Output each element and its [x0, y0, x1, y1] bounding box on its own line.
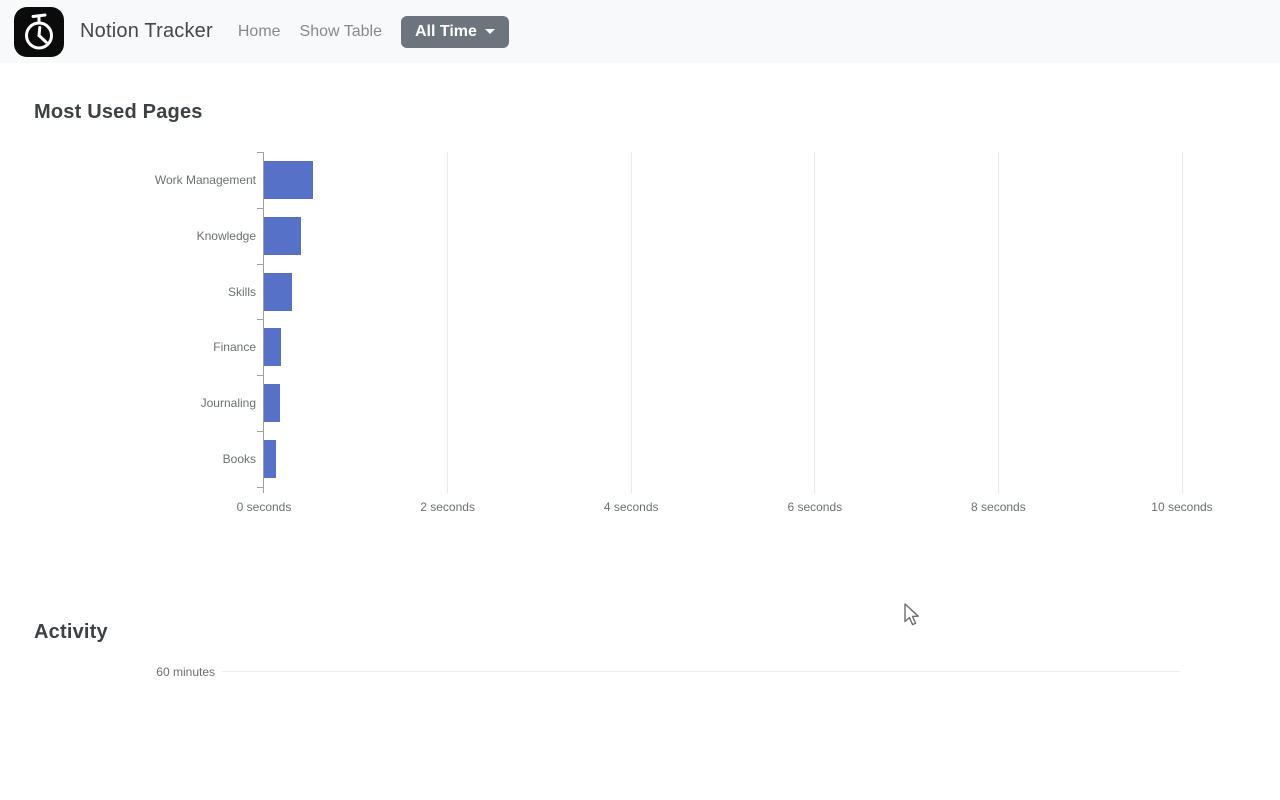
- activity-title: Activity: [34, 621, 108, 643]
- category-label: Finance: [213, 340, 256, 355]
- x-tick-label: 2 seconds: [420, 500, 475, 514]
- bar[interactable]: [264, 160, 313, 199]
- y-axis-tick: [257, 207, 263, 209]
- x-gridline: [1181, 152, 1183, 493]
- bar[interactable]: [264, 439, 276, 478]
- category-label: Books: [222, 451, 256, 466]
- y-axis-tick: [257, 319, 263, 321]
- y-axis-tick: [257, 431, 263, 432]
- x-tick-label: 8 seconds: [971, 500, 1026, 514]
- y-axis-tick: [257, 375, 263, 377]
- bar[interactable]: [264, 384, 280, 423]
- brand-title: Notion Tracker: [80, 20, 213, 42]
- activity-y-tick-label: 60 minutes: [156, 665, 215, 679]
- most-used-pages-title: Most Used Pages: [34, 101, 203, 123]
- category-label: Work Management: [154, 172, 256, 187]
- nav-link-home[interactable]: Home: [237, 22, 281, 40]
- nav-link-show-table[interactable]: Show Table: [299, 22, 382, 40]
- x-gridline: [814, 152, 816, 493]
- bar[interactable]: [264, 272, 293, 311]
- top-navbar: Notion Tracker Home Show Table All Time: [0, 0, 1280, 63]
- chevron-down-icon: [484, 29, 495, 34]
- x-gridline: [630, 152, 632, 493]
- x-tick-label: 6 seconds: [787, 500, 843, 514]
- brand-link[interactable]: Notion Tracker: [14, 6, 213, 57]
- category-label: Journaling: [200, 396, 256, 411]
- x-gridline: [997, 152, 999, 493]
- x-tick-label: 4 seconds: [603, 500, 659, 514]
- time-range-dropdown-button[interactable]: All Time: [400, 15, 509, 48]
- x-tick-label: 10 seconds: [1151, 500, 1213, 514]
- nav-links: Home Show Table All Time: [237, 15, 509, 48]
- activity-gridline: [222, 671, 1180, 672]
- y-axis-tick: [257, 486, 263, 488]
- stopwatch-icon: [14, 6, 64, 57]
- y-axis-line: [263, 152, 264, 493]
- x-tick-label: 0 seconds: [236, 500, 292, 514]
- category-label: Knowledge: [196, 228, 256, 243]
- most-used-pages-chart: 0 seconds 2 seconds 4 seconds 6 seconds 8 se…: [0, 150, 1280, 522]
- y-axis-tick: [257, 263, 263, 265]
- bar[interactable]: [264, 216, 301, 255]
- category-label: Skills: [227, 284, 256, 299]
- bar[interactable]: [264, 328, 282, 367]
- x-gridline: [447, 152, 449, 493]
- y-axis-tick: [257, 152, 263, 153]
- time-range-label: All Time: [414, 22, 477, 40]
- mouse-cursor: [904, 603, 919, 626]
